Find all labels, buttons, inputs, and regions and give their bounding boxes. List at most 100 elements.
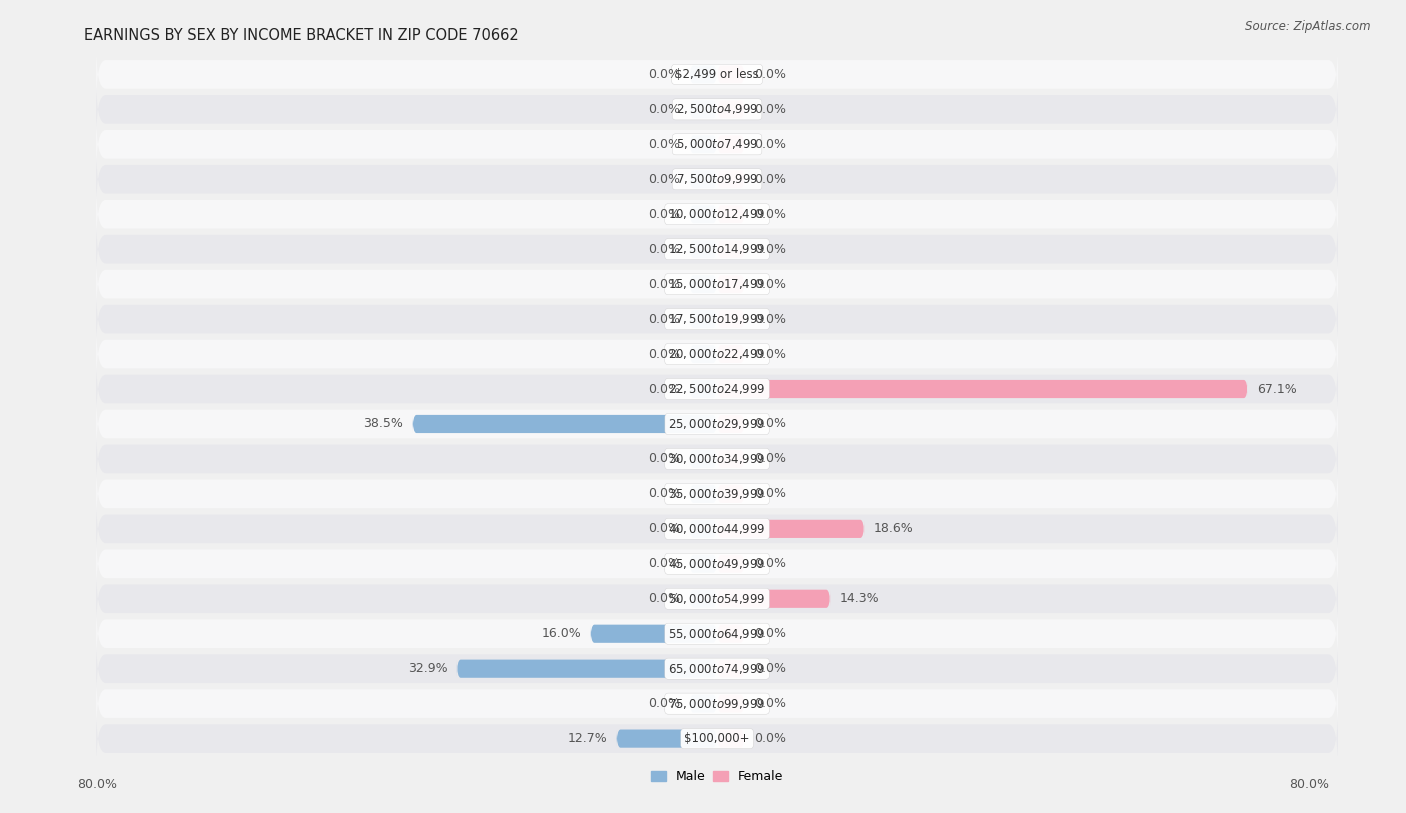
Text: $12,500 to $14,999: $12,500 to $14,999 bbox=[668, 242, 766, 256]
Text: 0.0%: 0.0% bbox=[754, 173, 786, 185]
FancyBboxPatch shape bbox=[96, 502, 1339, 556]
Text: $2,499 or less: $2,499 or less bbox=[675, 68, 759, 80]
FancyBboxPatch shape bbox=[717, 659, 745, 678]
Text: 38.5%: 38.5% bbox=[363, 418, 404, 430]
FancyBboxPatch shape bbox=[96, 152, 1339, 207]
Text: 0.0%: 0.0% bbox=[648, 173, 681, 185]
FancyBboxPatch shape bbox=[689, 694, 717, 713]
Text: 0.0%: 0.0% bbox=[648, 523, 681, 535]
FancyBboxPatch shape bbox=[96, 676, 1339, 731]
Text: 0.0%: 0.0% bbox=[648, 103, 681, 115]
Text: 0.0%: 0.0% bbox=[754, 103, 786, 115]
Text: $7,500 to $9,999: $7,500 to $9,999 bbox=[676, 172, 758, 186]
FancyBboxPatch shape bbox=[617, 729, 717, 748]
FancyBboxPatch shape bbox=[591, 624, 717, 643]
FancyBboxPatch shape bbox=[689, 450, 717, 468]
Text: 0.0%: 0.0% bbox=[754, 68, 786, 80]
Text: 0.0%: 0.0% bbox=[754, 138, 786, 150]
Text: 0.0%: 0.0% bbox=[648, 68, 681, 80]
FancyBboxPatch shape bbox=[717, 275, 745, 293]
FancyBboxPatch shape bbox=[717, 65, 745, 84]
Text: 0.0%: 0.0% bbox=[754, 628, 786, 640]
FancyBboxPatch shape bbox=[689, 345, 717, 363]
FancyBboxPatch shape bbox=[689, 135, 717, 154]
Text: 0.0%: 0.0% bbox=[754, 208, 786, 220]
FancyBboxPatch shape bbox=[717, 170, 745, 189]
FancyBboxPatch shape bbox=[96, 327, 1339, 381]
Text: 0.0%: 0.0% bbox=[754, 663, 786, 675]
FancyBboxPatch shape bbox=[689, 170, 717, 189]
FancyBboxPatch shape bbox=[717, 554, 745, 573]
Text: $15,000 to $17,499: $15,000 to $17,499 bbox=[668, 277, 766, 291]
Text: $25,000 to $29,999: $25,000 to $29,999 bbox=[668, 417, 766, 431]
Text: $35,000 to $39,999: $35,000 to $39,999 bbox=[668, 487, 766, 501]
Text: $50,000 to $54,999: $50,000 to $54,999 bbox=[668, 592, 766, 606]
Text: 0.0%: 0.0% bbox=[648, 698, 681, 710]
Text: 0.0%: 0.0% bbox=[648, 593, 681, 605]
FancyBboxPatch shape bbox=[717, 135, 745, 154]
FancyBboxPatch shape bbox=[96, 606, 1339, 661]
Text: $2,500 to $4,999: $2,500 to $4,999 bbox=[676, 102, 758, 116]
FancyBboxPatch shape bbox=[689, 554, 717, 573]
Text: 0.0%: 0.0% bbox=[648, 383, 681, 395]
Text: $40,000 to $44,999: $40,000 to $44,999 bbox=[668, 522, 766, 536]
Text: 0.0%: 0.0% bbox=[648, 453, 681, 465]
FancyBboxPatch shape bbox=[717, 205, 745, 224]
Text: 80.0%: 80.0% bbox=[77, 778, 117, 791]
Text: $65,000 to $74,999: $65,000 to $74,999 bbox=[668, 662, 766, 676]
FancyBboxPatch shape bbox=[96, 117, 1339, 172]
FancyBboxPatch shape bbox=[689, 100, 717, 119]
Text: 0.0%: 0.0% bbox=[754, 698, 786, 710]
FancyBboxPatch shape bbox=[717, 624, 745, 643]
Text: $10,000 to $12,499: $10,000 to $12,499 bbox=[668, 207, 766, 221]
FancyBboxPatch shape bbox=[96, 467, 1339, 521]
Text: 67.1%: 67.1% bbox=[1257, 383, 1296, 395]
Text: $17,500 to $19,999: $17,500 to $19,999 bbox=[668, 312, 766, 326]
FancyBboxPatch shape bbox=[96, 47, 1339, 102]
FancyBboxPatch shape bbox=[412, 415, 717, 433]
Text: $5,000 to $7,499: $5,000 to $7,499 bbox=[676, 137, 758, 151]
Text: 0.0%: 0.0% bbox=[648, 278, 681, 290]
FancyBboxPatch shape bbox=[689, 589, 717, 608]
Text: Source: ZipAtlas.com: Source: ZipAtlas.com bbox=[1246, 20, 1371, 33]
Text: 18.6%: 18.6% bbox=[873, 523, 914, 535]
Text: 0.0%: 0.0% bbox=[754, 453, 786, 465]
FancyBboxPatch shape bbox=[717, 415, 745, 433]
FancyBboxPatch shape bbox=[717, 729, 745, 748]
FancyBboxPatch shape bbox=[96, 82, 1339, 137]
FancyBboxPatch shape bbox=[96, 641, 1339, 696]
FancyBboxPatch shape bbox=[689, 380, 717, 398]
FancyBboxPatch shape bbox=[689, 240, 717, 259]
FancyBboxPatch shape bbox=[96, 397, 1339, 451]
Text: $55,000 to $64,999: $55,000 to $64,999 bbox=[668, 627, 766, 641]
Text: 0.0%: 0.0% bbox=[648, 558, 681, 570]
Text: 0.0%: 0.0% bbox=[754, 488, 786, 500]
FancyBboxPatch shape bbox=[689, 275, 717, 293]
Text: 0.0%: 0.0% bbox=[648, 138, 681, 150]
FancyBboxPatch shape bbox=[717, 520, 865, 538]
Text: 0.0%: 0.0% bbox=[754, 418, 786, 430]
FancyBboxPatch shape bbox=[717, 380, 1247, 398]
Text: $22,500 to $24,999: $22,500 to $24,999 bbox=[668, 382, 766, 396]
FancyBboxPatch shape bbox=[717, 345, 745, 363]
FancyBboxPatch shape bbox=[717, 450, 745, 468]
FancyBboxPatch shape bbox=[96, 572, 1339, 626]
FancyBboxPatch shape bbox=[96, 257, 1339, 311]
Text: 0.0%: 0.0% bbox=[648, 313, 681, 325]
FancyBboxPatch shape bbox=[689, 65, 717, 84]
FancyBboxPatch shape bbox=[96, 187, 1339, 241]
Text: 0.0%: 0.0% bbox=[648, 348, 681, 360]
FancyBboxPatch shape bbox=[717, 310, 745, 328]
FancyBboxPatch shape bbox=[96, 432, 1339, 486]
FancyBboxPatch shape bbox=[96, 292, 1339, 346]
Text: $30,000 to $34,999: $30,000 to $34,999 bbox=[668, 452, 766, 466]
FancyBboxPatch shape bbox=[457, 659, 717, 678]
Text: $75,000 to $99,999: $75,000 to $99,999 bbox=[668, 697, 766, 711]
Text: 0.0%: 0.0% bbox=[648, 208, 681, 220]
Text: $20,000 to $22,499: $20,000 to $22,499 bbox=[668, 347, 766, 361]
Text: 12.7%: 12.7% bbox=[568, 733, 607, 745]
FancyBboxPatch shape bbox=[717, 589, 830, 608]
Text: 0.0%: 0.0% bbox=[754, 243, 786, 255]
Text: 0.0%: 0.0% bbox=[648, 488, 681, 500]
Text: $100,000+: $100,000+ bbox=[685, 733, 749, 745]
